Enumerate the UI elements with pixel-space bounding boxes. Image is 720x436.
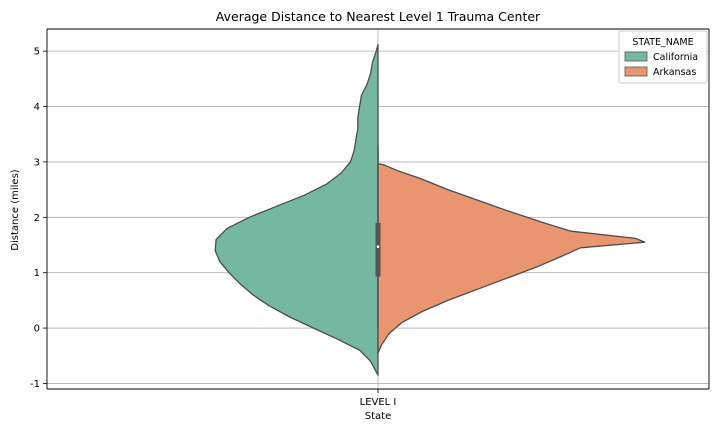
y-tick-label: 4 xyxy=(34,102,40,113)
violins xyxy=(214,43,646,376)
box-iqr xyxy=(375,222,381,277)
axes: -1 0 1 2 3 4 5 LEVEL I xyxy=(30,28,710,408)
legend-swatch-california xyxy=(624,51,648,62)
y-tick-label: -1 xyxy=(30,379,40,390)
legend-label-california: California xyxy=(653,52,698,63)
legend-swatch-arkansas xyxy=(624,66,648,77)
box-median xyxy=(376,245,380,248)
y-tick-label: 3 xyxy=(34,157,40,168)
legend: STATE_NAME California Arkansas xyxy=(618,30,708,84)
y-tick-label: 5 xyxy=(34,47,40,58)
legend-label-arkansas: Arkansas xyxy=(653,67,696,78)
violin-arkansas xyxy=(377,162,646,354)
y-tick-label: 1 xyxy=(34,268,40,279)
x-axis-label: State xyxy=(365,411,391,422)
y-tick-label: 0 xyxy=(34,324,40,335)
legend-title: STATE_NAME xyxy=(632,37,693,48)
y-axis-label: Distance (miles) xyxy=(10,169,21,250)
x-tick-label: LEVEL I xyxy=(360,397,397,408)
chart-title: Average Distance to Nearest Level 1 Trau… xyxy=(216,9,541,24)
violin-california xyxy=(214,43,379,376)
y-tick-label: 2 xyxy=(34,213,40,224)
inner-box xyxy=(375,145,381,329)
